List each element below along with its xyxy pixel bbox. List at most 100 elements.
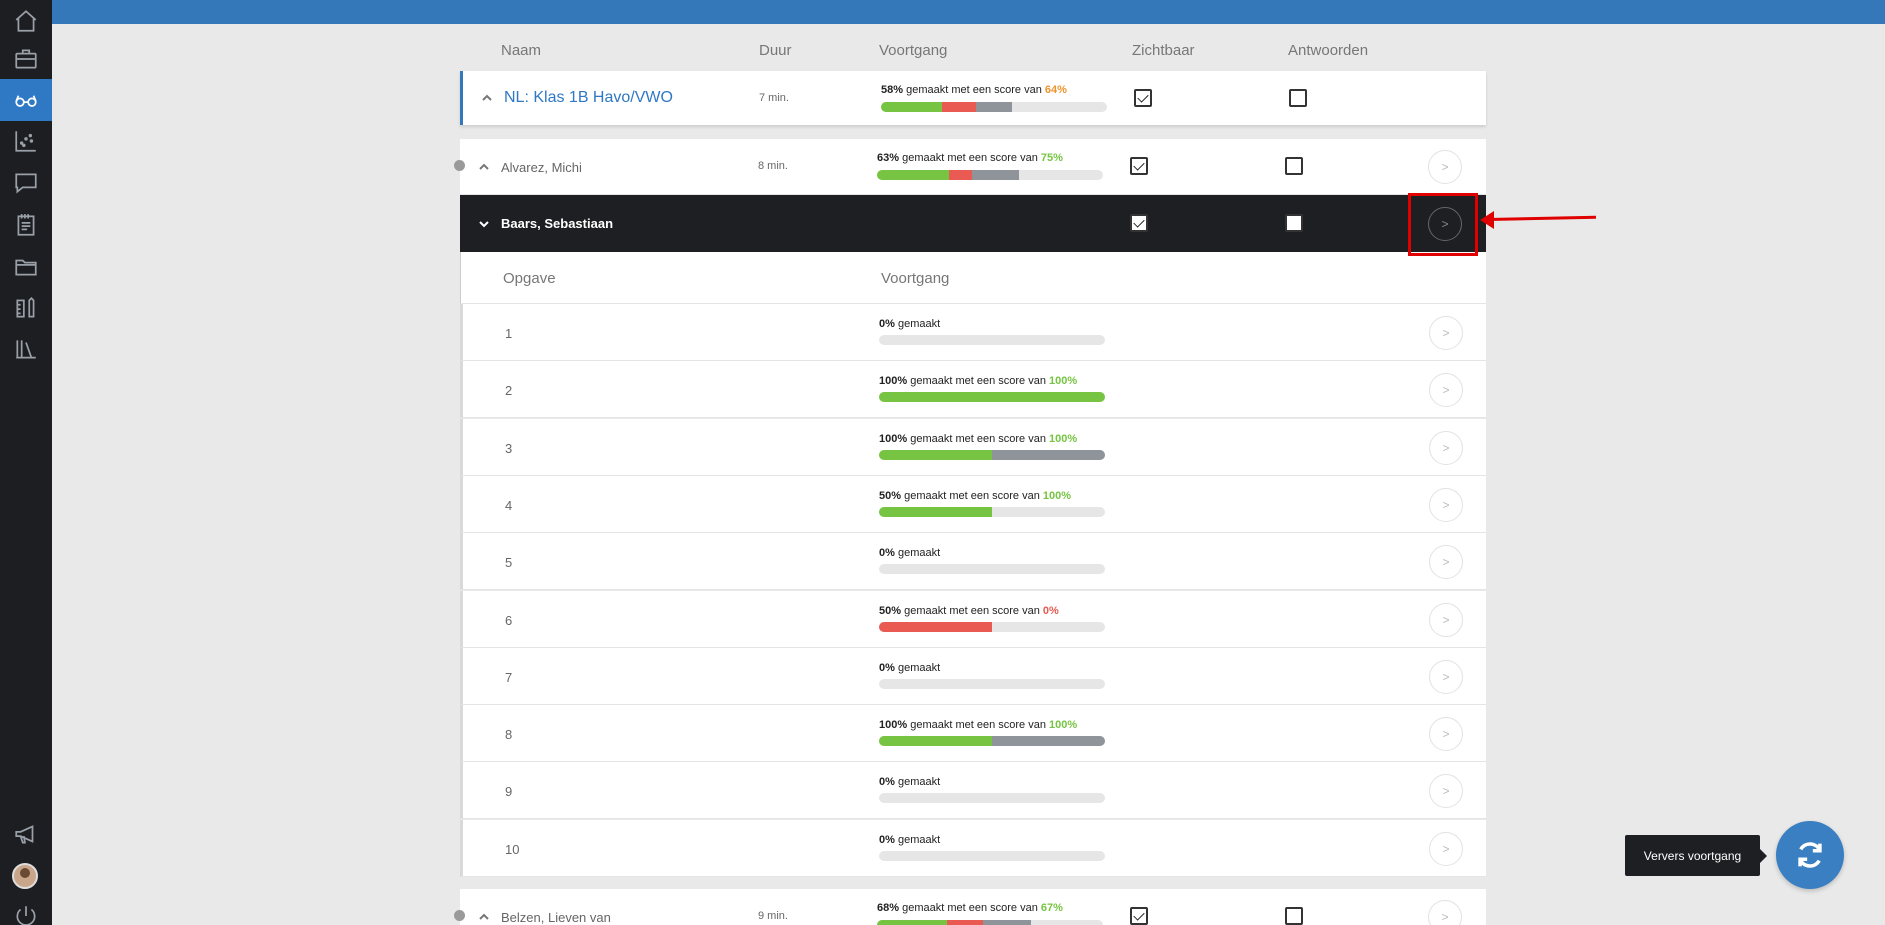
open-task-button[interactable]: > xyxy=(1429,487,1463,522)
task-number: 2 xyxy=(505,383,513,399)
task-number: 10 xyxy=(505,841,520,857)
task-row[interactable]: 8 100% gemaakt met een score van 100% > xyxy=(460,705,1486,763)
progress-segment xyxy=(879,506,992,517)
header-task-progress: Voortgang xyxy=(881,270,950,287)
open-task-button[interactable]: > xyxy=(1429,316,1463,350)
student-name[interactable]: Alvarez, Michi xyxy=(501,160,582,175)
student-row[interactable]: Belzen, Lieven van 9 min. 68% gemaakt me… xyxy=(460,889,1486,925)
chevron-up-icon[interactable] xyxy=(477,910,491,924)
progress-segment xyxy=(877,920,948,925)
student-answers-checkbox[interactable] xyxy=(1285,214,1303,232)
task-progress-bar xyxy=(879,506,1105,517)
task-row[interactable]: 6 50% gemaakt met een score van 0% > xyxy=(460,590,1486,648)
tools-icon[interactable] xyxy=(0,287,52,329)
progress-segment xyxy=(947,920,984,925)
folder-icon[interactable] xyxy=(0,246,52,288)
open-task-button[interactable]: > xyxy=(1429,430,1463,465)
task-progress-bar xyxy=(879,736,1105,747)
refresh-icon xyxy=(1798,842,1822,868)
student-progress-text: 68% gemaakt met een score van 67% xyxy=(877,902,1063,914)
open-task-button[interactable]: > xyxy=(1429,659,1463,694)
task-row[interactable]: 1 0% gemaakt > xyxy=(460,304,1486,361)
clipboard-icon[interactable] xyxy=(0,204,52,246)
progress-segment xyxy=(992,449,1105,460)
task-number: 3 xyxy=(505,440,513,456)
task-progress-bar xyxy=(879,335,1105,345)
megaphone-icon[interactable] xyxy=(0,813,52,855)
open-task-button[interactable]: > xyxy=(1429,373,1463,408)
student-visible-checkbox[interactable] xyxy=(1130,907,1148,925)
progress-segment xyxy=(877,170,950,180)
class-name[interactable]: NL: Klas 1B Havo/VWO xyxy=(504,89,673,106)
task-row[interactable]: 10 0% gemaakt > xyxy=(460,819,1486,877)
task-progress-text: 50% gemaakt met een score van 100% xyxy=(879,489,1072,502)
task-row[interactable]: 9 0% gemaakt > xyxy=(460,762,1486,820)
class-visible-checkbox[interactable] xyxy=(1134,89,1152,107)
class-answers-checkbox[interactable] xyxy=(1289,89,1307,107)
refresh-button[interactable] xyxy=(1776,821,1844,889)
student-answers-checkbox[interactable] xyxy=(1285,907,1303,925)
task-detail-header: Opgave Voortgang xyxy=(460,252,1486,304)
class-duration: 7 min. xyxy=(759,92,789,104)
class-progress-text: 58% gemaakt met een score van 64% xyxy=(881,84,1067,96)
open-student-button[interactable]: > xyxy=(1428,900,1462,925)
chat-icon[interactable] xyxy=(0,162,52,204)
student-answers-checkbox[interactable] xyxy=(1285,157,1303,175)
task-row[interactable]: 2 100% gemaakt met een score van 100% > xyxy=(460,361,1486,419)
glasses-icon[interactable] xyxy=(0,79,52,121)
student-visible-checkbox[interactable] xyxy=(1130,157,1148,175)
progress-segment xyxy=(881,102,943,112)
chevron-up-icon[interactable] xyxy=(477,160,491,174)
open-task-button[interactable]: > xyxy=(1429,602,1463,637)
student-progress-bar xyxy=(877,170,1103,180)
avatar[interactable] xyxy=(12,863,38,889)
class-row[interactable]: NL: Klas 1B Havo/VWO 7 min. 58% gemaakt … xyxy=(460,71,1486,125)
header-visible: Zichtbaar xyxy=(1132,42,1195,59)
open-task-button[interactable]: > xyxy=(1429,545,1463,580)
student-name[interactable]: Baars, Sebastiaan xyxy=(501,216,614,231)
library-icon[interactable] xyxy=(0,328,52,370)
power-icon[interactable] xyxy=(0,895,52,925)
task-row[interactable]: 7 0% gemaakt > xyxy=(460,647,1486,705)
student-row[interactable]: Alvarez, Michi 8 min. 63% gemaakt met ee… xyxy=(460,139,1486,195)
status-dot xyxy=(454,160,465,171)
task-number: 4 xyxy=(505,497,513,513)
student-visible-checkbox[interactable] xyxy=(1130,214,1148,232)
home-icon[interactable] xyxy=(0,0,52,42)
task-row[interactable]: 3 100% gemaakt met een score van 100% > xyxy=(460,418,1486,476)
refresh-tooltip: Ververs voortgang xyxy=(1625,835,1767,876)
student-name[interactable]: Belzen, Lieven van xyxy=(501,910,611,925)
task-number: 7 xyxy=(505,669,513,685)
progress-segment xyxy=(879,736,992,747)
open-task-button[interactable]: > xyxy=(1429,774,1463,809)
task-number: 6 xyxy=(505,612,513,628)
briefcase-icon[interactable] xyxy=(0,38,52,80)
progress-segment xyxy=(879,621,992,632)
task-progress-text: 100% gemaakt met een score van 100% xyxy=(879,375,1078,388)
annotation-highlight-box xyxy=(1408,193,1478,256)
task-row[interactable]: 5 0% gemaakt > xyxy=(460,533,1486,591)
student-row-selected[interactable]: Baars, Sebastiaan > xyxy=(460,195,1486,252)
task-number: 5 xyxy=(505,555,513,571)
open-task-button[interactable]: > xyxy=(1429,831,1463,866)
student-progress-text: 63% gemaakt met een score van 75% xyxy=(877,152,1063,164)
task-progress-bar xyxy=(879,850,1105,861)
scatter-chart-icon[interactable] xyxy=(0,120,52,162)
task-row[interactable]: 4 50% gemaakt met een score van 100% > xyxy=(460,475,1486,533)
open-task-button[interactable]: > xyxy=(1429,717,1463,752)
task-number: 9 xyxy=(505,784,513,800)
header-duration: Duur xyxy=(759,42,792,59)
chevron-down-icon[interactable] xyxy=(477,217,491,231)
progress-segment xyxy=(983,920,1031,925)
annotation-arrow xyxy=(1487,215,1597,221)
progress-segment xyxy=(971,170,1020,180)
task-progress-bar xyxy=(879,564,1105,575)
student-duration: 8 min. xyxy=(758,160,788,172)
chevron-up-icon[interactable] xyxy=(480,91,494,105)
open-student-button[interactable]: > xyxy=(1428,207,1462,241)
task-number: 1 xyxy=(505,326,513,341)
progress-segment xyxy=(942,102,976,112)
task-progress-text: 0% gemaakt xyxy=(879,833,941,846)
open-student-button[interactable]: > xyxy=(1428,150,1462,184)
task-progress-text: 100% gemaakt met een score van 100% xyxy=(879,719,1078,732)
